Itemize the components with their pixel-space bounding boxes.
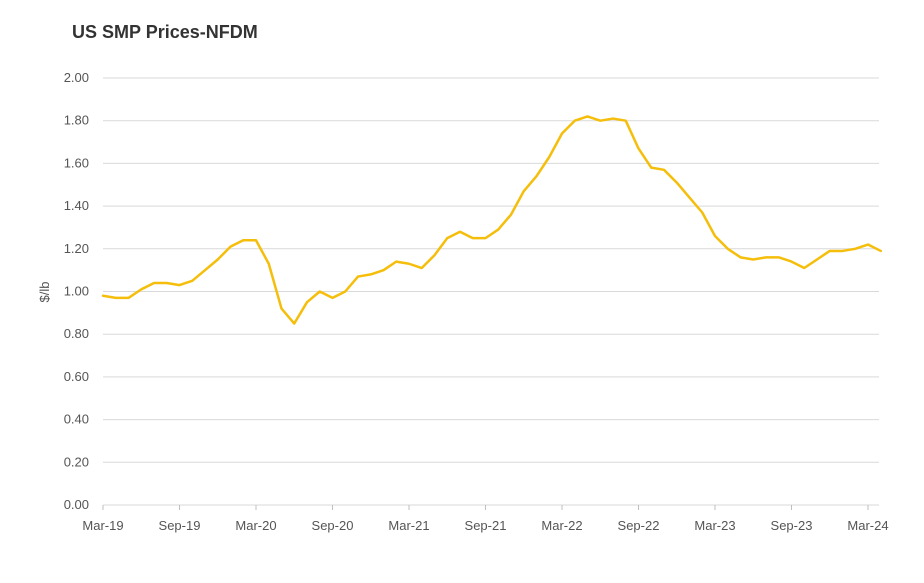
y-tick-label: 1.80	[64, 113, 89, 128]
y-tick-label: 0.80	[64, 326, 89, 341]
x-tick-label: Mar-19	[82, 518, 123, 533]
x-axis-tick-labels: Mar-19 Sep-19 Mar-20 Sep-20 Mar-21 Sep-21 Mar-…	[82, 505, 889, 533]
series-line	[101, 115, 882, 325]
y-tick-label: 0.60	[64, 369, 89, 384]
y-tick-label: 0.00	[64, 497, 89, 512]
x-tick-label: Sep-19	[159, 518, 201, 533]
x-tick-label: Sep-23	[771, 518, 813, 533]
chart-title: US SMP Prices-NFDM	[72, 22, 258, 42]
x-tick-label: Sep-22	[618, 518, 660, 533]
y-tick-label: 1.20	[64, 241, 89, 256]
y-tick-label: 0.20	[64, 454, 89, 469]
x-tick-label: Mar-24	[847, 518, 888, 533]
y-tick-label: 1.60	[64, 155, 89, 170]
y-axis-tick-labels: 0.00 0.20 0.40 0.60 0.80 1.00 1.20 1.40 1.60 1.80…	[64, 70, 89, 512]
x-tick-label: Mar-23	[694, 518, 735, 533]
x-tick-label: Mar-21	[388, 518, 429, 533]
y-tick-label: 0.40	[64, 412, 89, 427]
series-group	[101, 115, 882, 325]
x-tick-label: Sep-20	[312, 518, 354, 533]
x-tick-label: Mar-20	[235, 518, 276, 533]
x-tick-label: Mar-22	[541, 518, 582, 533]
y-axis-label: $/lb	[37, 282, 52, 303]
x-tick-label: Sep-21	[465, 518, 507, 533]
y-tick-label: 2.00	[64, 70, 89, 85]
y-tick-label: 1.00	[64, 284, 89, 299]
gridlines	[103, 77, 879, 506]
y-tick-label: 1.40	[64, 198, 89, 213]
